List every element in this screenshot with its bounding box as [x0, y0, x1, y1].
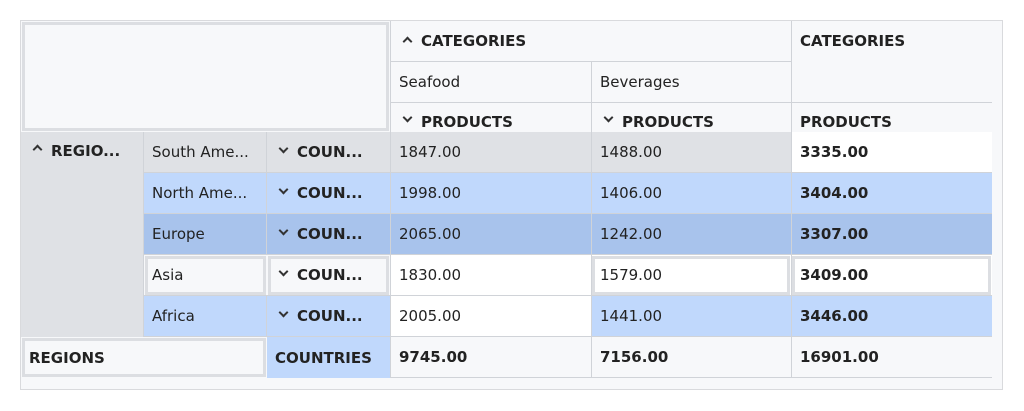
cell-value: 3446.00 [800, 307, 869, 325]
row-header-countries[interactable]: COUN... [267, 173, 390, 214]
data-cell-total[interactable]: 3307.00 [791, 214, 992, 255]
totals-regions-label: REGIONS [29, 348, 105, 367]
countries-label: COUN... [297, 225, 363, 243]
column-header-seafood-label: Seafood [399, 73, 461, 91]
cell-value: 1998.00 [399, 184, 462, 202]
row-header-region[interactable]: Asia [144, 255, 267, 296]
region-label: Africa [152, 307, 195, 325]
countries-label: COUN... [297, 143, 363, 161]
row-header-countries[interactable]: COUN... [267, 132, 390, 173]
products-total-header[interactable]: PRODUCTS [791, 103, 992, 132]
chevron-up-icon[interactable] [29, 142, 45, 157]
products-header-label: PRODUCTS [421, 112, 513, 131]
products-header-beverages[interactable]: PRODUCTS [591, 103, 791, 132]
chevron-down-icon[interactable] [275, 145, 291, 160]
row-header-countries[interactable]: COUN... [267, 255, 390, 296]
data-cell-total[interactable]: 3335.00 [791, 132, 992, 173]
cell-value: 7156.00 [600, 348, 669, 366]
cell-value: 1847.00 [399, 143, 462, 161]
products-total-header-label: PRODUCTS [800, 112, 892, 131]
categories-header[interactable]: CATEGORIES [390, 21, 791, 62]
cell-value: 2065.00 [399, 225, 462, 243]
column-header-beverages[interactable]: Beverages [591, 62, 791, 103]
cell-value: 3335.00 [800, 143, 869, 161]
pivot-grid: CATEGORIES CATEGORIES Seafood Beverages … [20, 20, 1003, 390]
cell-value: 3307.00 [800, 225, 869, 243]
column-header-beverages-label: Beverages [600, 73, 680, 91]
data-cell-seafood[interactable]: 1998.00 [390, 173, 591, 214]
cell-value: 1488.00 [600, 143, 663, 161]
countries-label: COUN... [297, 184, 363, 202]
products-header-seafood[interactable]: PRODUCTS [390, 103, 591, 132]
row-header-countries[interactable]: COUN... [267, 214, 390, 255]
row-header-countries[interactable]: COUN... [267, 296, 390, 337]
data-cell-seafood[interactable]: 1847.00 [390, 132, 591, 173]
total-cell-beverages[interactable]: 7156.00 [591, 337, 791, 378]
cell-value: 2005.00 [399, 307, 462, 325]
data-cell-beverages[interactable]: 1579.00 [591, 255, 791, 296]
corner-cell[interactable] [21, 21, 390, 132]
total-cell-grand[interactable]: 16901.00 [791, 337, 992, 378]
totals-countries-header[interactable]: COUNTRIES [267, 337, 390, 378]
categories-total-header[interactable]: CATEGORIES [791, 21, 992, 103]
region-label: North Ame... [152, 184, 248, 202]
chevron-down-icon[interactable] [275, 309, 291, 324]
cell-value: 1830.00 [399, 266, 462, 284]
cell-value: 1406.00 [600, 184, 663, 202]
data-cell-beverages[interactable]: 1488.00 [591, 132, 791, 173]
data-cell-beverages[interactable]: 1242.00 [591, 214, 791, 255]
data-cell-total[interactable]: 3409.00 [791, 255, 992, 296]
chevron-down-icon[interactable] [399, 114, 415, 129]
total-cell-seafood[interactable]: 9745.00 [390, 337, 591, 378]
cell-value: 1579.00 [600, 266, 663, 284]
row-header-region[interactable]: North Ame... [144, 173, 267, 214]
data-cell-seafood[interactable]: 2065.00 [390, 214, 591, 255]
row-header-region[interactable]: South Ame... [144, 132, 267, 173]
data-cell-beverages[interactable]: 1406.00 [591, 173, 791, 214]
cell-value: 16901.00 [800, 348, 879, 366]
cell-value: 1441.00 [600, 307, 663, 325]
data-cell-total[interactable]: 3446.00 [791, 296, 992, 337]
data-cell-total[interactable]: 3404.00 [791, 173, 992, 214]
countries-label: COUN... [297, 307, 363, 325]
region-label: South Ame... [152, 143, 249, 161]
chevron-down-icon[interactable] [275, 268, 291, 283]
countries-label: COUN... [297, 266, 363, 284]
cell-value: 3404.00 [800, 184, 869, 202]
region-label: Asia [152, 266, 184, 284]
chevron-down-icon[interactable] [275, 227, 291, 242]
cell-value: 1242.00 [600, 225, 663, 243]
chevron-up-icon[interactable] [399, 34, 415, 49]
header-divider [791, 102, 992, 103]
cell-value: 9745.00 [399, 348, 468, 366]
chevron-down-icon[interactable] [600, 114, 616, 129]
column-header-seafood[interactable]: Seafood [390, 62, 591, 103]
region-label: Europe [152, 225, 205, 243]
row-header-region[interactable]: Europe [144, 214, 267, 255]
totals-countries-label: COUNTRIES [275, 348, 372, 367]
data-cell-seafood[interactable]: 1830.00 [390, 255, 591, 296]
categories-total-header-label: CATEGORIES [800, 32, 906, 50]
products-header-label: PRODUCTS [622, 112, 714, 131]
categories-header-label: CATEGORIES [421, 32, 527, 50]
cell-value: 3409.00 [800, 266, 869, 284]
totals-regions-header[interactable]: REGIONS [21, 337, 267, 378]
regions-group-header[interactable]: REGIO... [21, 132, 144, 337]
chevron-down-icon[interactable] [275, 186, 291, 201]
data-cell-seafood[interactable]: 2005.00 [390, 296, 591, 337]
row-header-region[interactable]: Africa [144, 296, 267, 337]
regions-group-label: REGIO... [51, 142, 121, 160]
data-cell-beverages[interactable]: 1441.00 [591, 296, 791, 337]
